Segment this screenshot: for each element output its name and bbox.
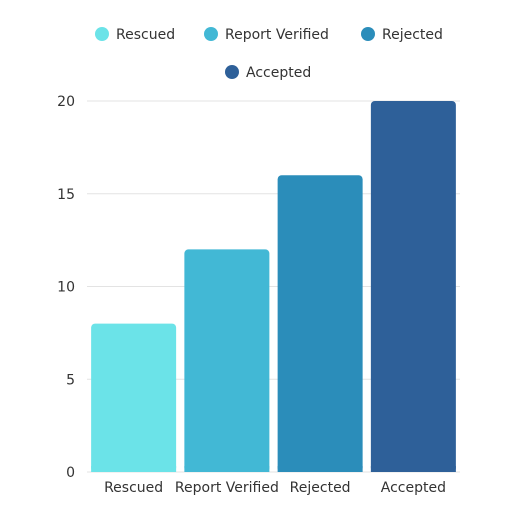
bar-base-rescued xyxy=(91,466,177,472)
legend-label-rejected: Rejected xyxy=(382,27,443,43)
legend-marker-rescued xyxy=(95,27,109,41)
legend-marker-rejected xyxy=(361,27,375,41)
x-tick-label-accepted: Accepted xyxy=(381,480,446,496)
bar-rescued xyxy=(91,323,177,472)
bar-base-report-verified xyxy=(184,466,270,472)
bar-base-accepted xyxy=(370,466,456,472)
y-tick-label-0: 0 xyxy=(66,465,75,481)
bar-base-rejected xyxy=(277,466,363,472)
bar-accepted xyxy=(370,101,456,472)
bar-report-verified xyxy=(184,249,270,472)
x-tick-label-rejected: Rejected xyxy=(290,480,351,496)
y-tick-label-20: 20 xyxy=(57,94,75,110)
legend-label-accepted: Accepted xyxy=(246,65,311,81)
legend-marker-accepted xyxy=(225,65,239,79)
x-tick-label-report-verified: Report Verified xyxy=(175,480,279,496)
y-tick-label-5: 5 xyxy=(66,372,75,388)
y-tick-label-10: 10 xyxy=(57,280,75,296)
bar-rejected xyxy=(277,175,363,472)
legend-marker-report-verified xyxy=(204,27,218,41)
y-tick-label-15: 15 xyxy=(57,187,75,203)
legend-label-report-verified: Report Verified xyxy=(225,27,329,43)
x-tick-label-rescued: Rescued xyxy=(104,480,163,496)
legend-label-rescued: Rescued xyxy=(116,27,175,43)
